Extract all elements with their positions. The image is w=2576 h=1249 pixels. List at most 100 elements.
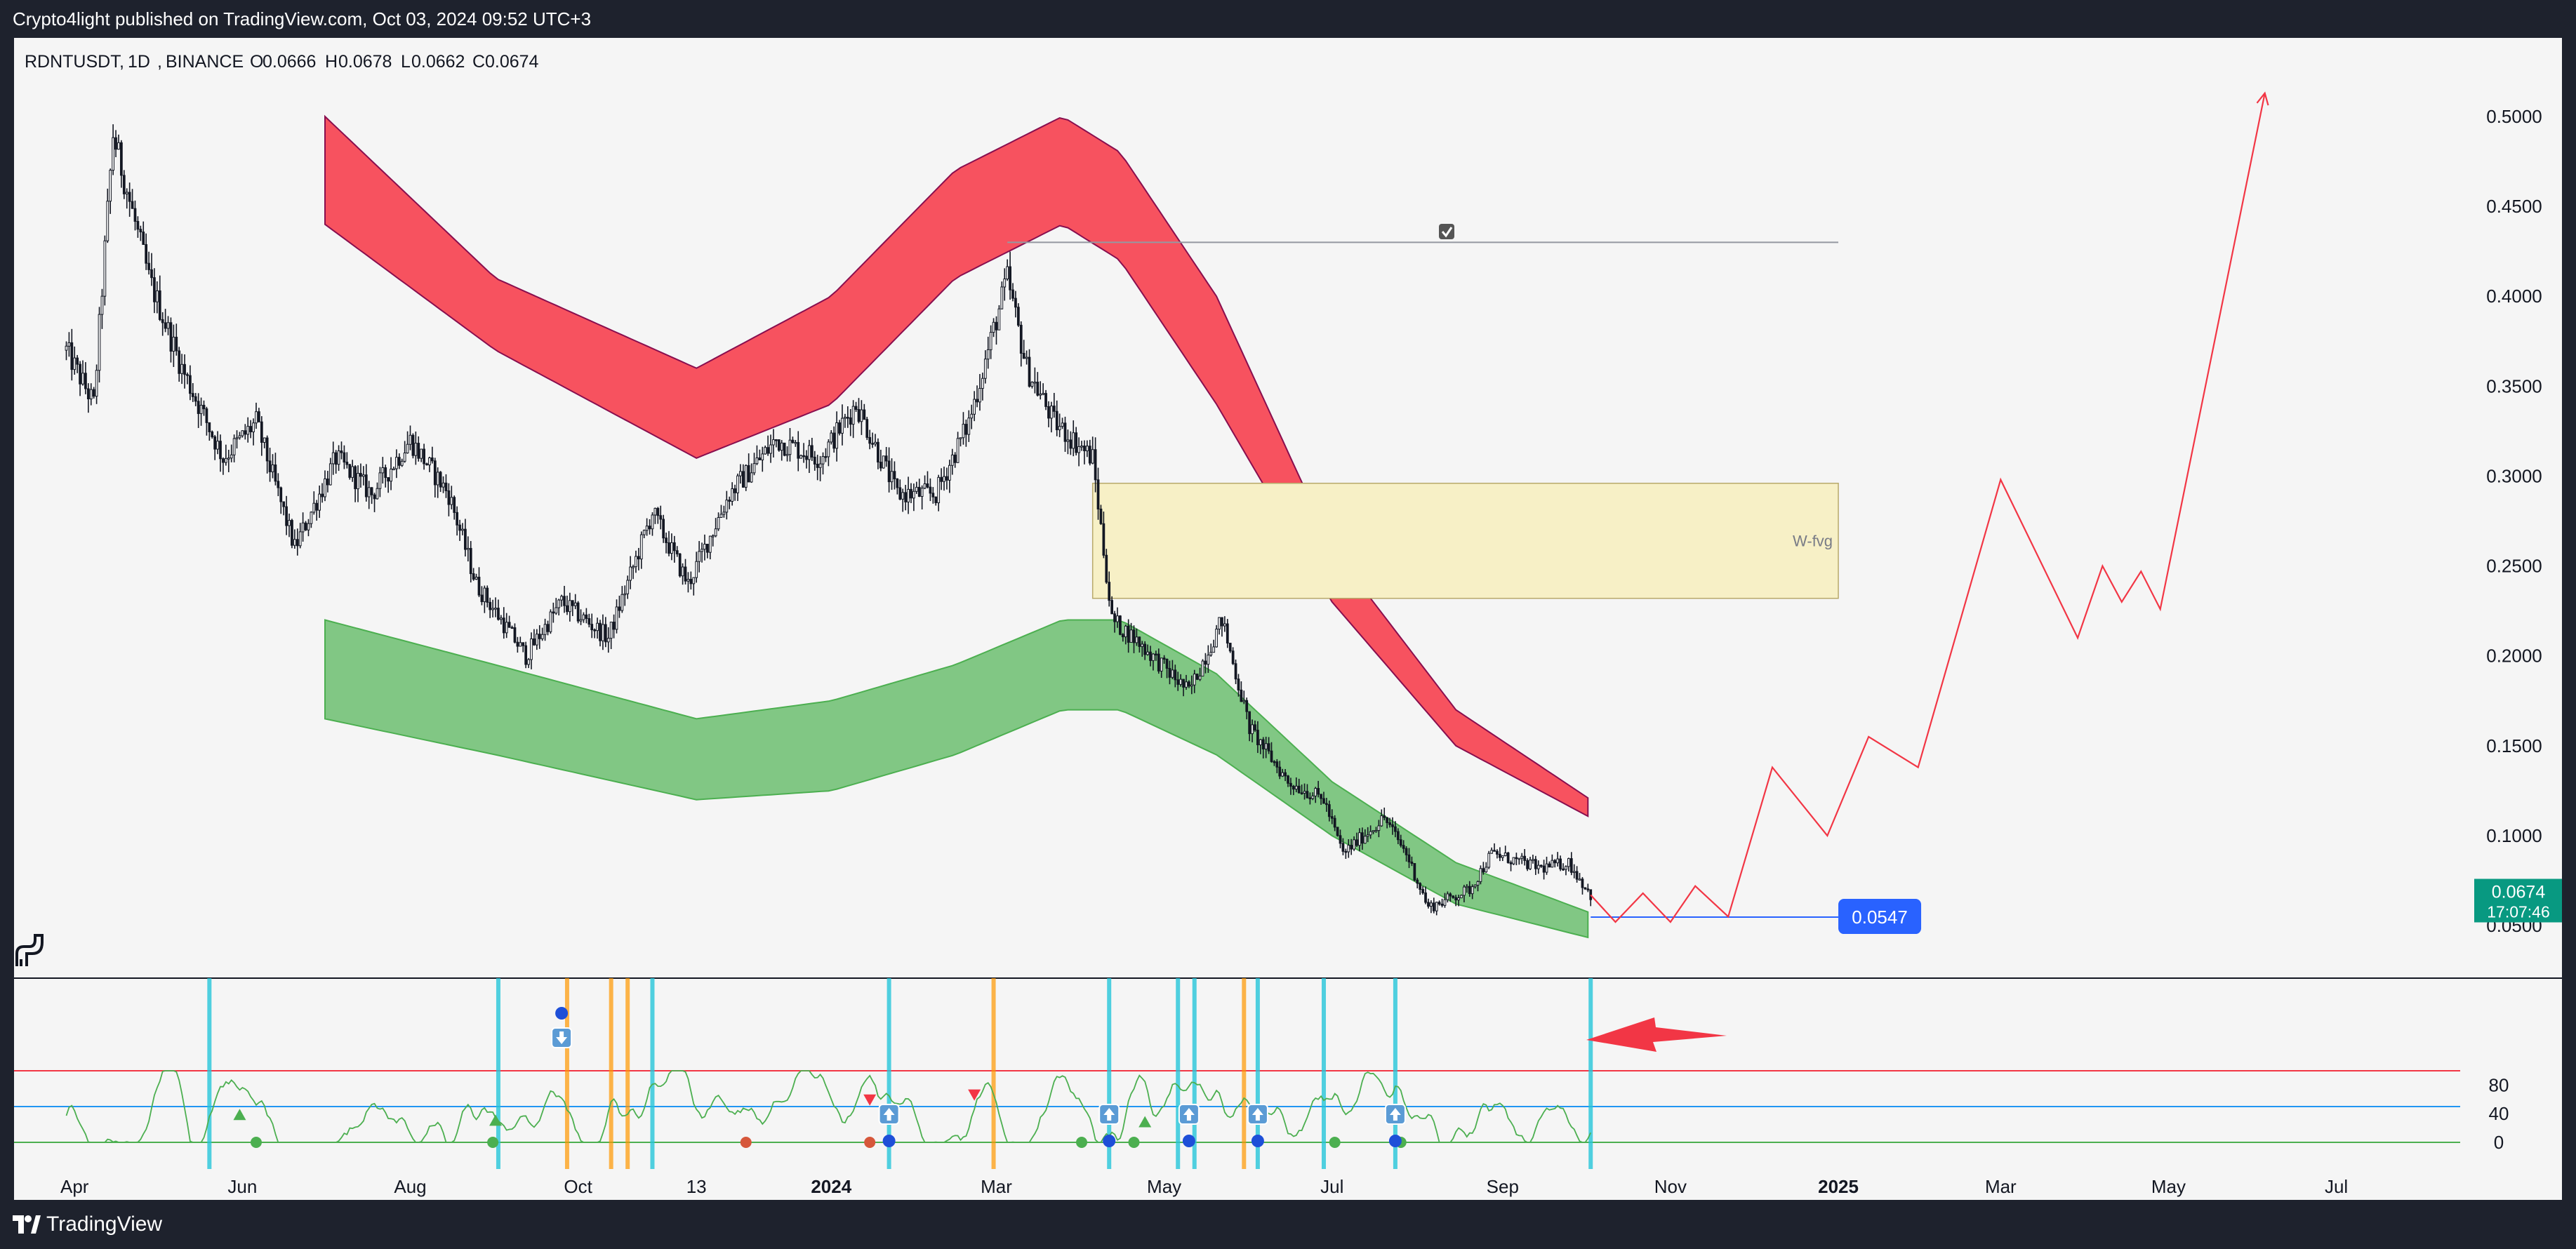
candle-body <box>1105 554 1108 583</box>
candle-body <box>929 486 932 494</box>
candle-body <box>1454 897 1458 901</box>
candle-body <box>708 535 712 553</box>
candle-body <box>315 502 319 511</box>
candle-body <box>277 481 280 488</box>
candle-body <box>1033 381 1037 384</box>
candle-body <box>543 624 547 635</box>
candle-body <box>1394 826 1397 832</box>
price-tick-label: 0.2500 <box>2486 556 2542 577</box>
candle-body <box>1108 582 1111 601</box>
bands-layer <box>324 114 1589 939</box>
candle-body <box>865 419 869 438</box>
candle-body <box>818 463 822 468</box>
candle-body <box>973 399 976 415</box>
buy-signal-triangle-icon <box>489 1114 503 1126</box>
candle-body <box>499 617 503 620</box>
candle-body <box>274 464 277 482</box>
candle-body <box>1496 850 1499 855</box>
candle-body <box>357 473 359 490</box>
candle-body <box>125 192 128 194</box>
hide-drawings-checkbox[interactable] <box>1439 224 1454 239</box>
candle-body <box>230 454 233 459</box>
candle-body <box>1303 791 1306 794</box>
candle-body <box>497 608 500 620</box>
candle-body <box>136 220 140 230</box>
candle-body <box>474 576 478 580</box>
candle-body <box>189 375 192 394</box>
candle-body <box>1119 615 1122 635</box>
candle-body <box>1297 785 1301 794</box>
price-tick-label: 0.3000 <box>2486 465 2542 486</box>
candle-body <box>164 322 167 329</box>
branding-bar: TradingView <box>0 1200 2576 1249</box>
candle-body <box>620 594 624 611</box>
candle-body <box>1339 835 1342 844</box>
price-tick-label: 0.1000 <box>2486 825 2542 846</box>
candle-body <box>645 526 649 531</box>
candle-body <box>1251 724 1254 735</box>
candle-body <box>943 476 945 482</box>
candle-body <box>522 642 525 646</box>
candle-body <box>395 457 398 469</box>
tradingview-logo-icon <box>13 1215 41 1234</box>
candle-body <box>810 445 814 457</box>
fvg-zone[interactable] <box>1091 482 1839 599</box>
candle-body <box>1116 615 1119 622</box>
candle-body <box>367 487 371 497</box>
candle-body <box>1088 446 1091 464</box>
candle-body <box>1562 868 1565 871</box>
candle-body <box>692 577 696 585</box>
time-tick-label: May <box>1147 1176 1181 1197</box>
candle-body <box>970 413 974 419</box>
time-scale[interactable]: Apr Jun Aug Oct 13 2024 Mar May Jul Sep Nov 2025 Mar… <box>14 1169 2562 1200</box>
candle-body <box>629 566 632 581</box>
candle-body <box>211 431 214 437</box>
candle-body <box>450 497 453 505</box>
candle-body <box>689 579 693 585</box>
time-tick-label: Sep <box>1487 1176 1519 1197</box>
candle-body <box>321 493 324 497</box>
projection-arrowhead-icon <box>2256 91 2269 106</box>
support-line-badge[interactable] <box>1838 899 1922 935</box>
candle-body <box>1016 307 1020 326</box>
candle-body <box>1261 739 1265 749</box>
candle-body <box>1306 791 1309 799</box>
candle-body <box>1019 324 1023 354</box>
price-tick-label: 0.3500 <box>2486 375 2542 396</box>
candle-body <box>557 599 561 608</box>
candle-body <box>376 488 379 500</box>
candle-body <box>208 422 211 432</box>
candle-body <box>147 262 150 270</box>
candle-body <box>656 507 660 516</box>
candle-body <box>1470 886 1474 895</box>
candle-body <box>447 490 451 505</box>
candle-body <box>122 175 126 194</box>
candle-body <box>582 614 585 620</box>
candle-body <box>1174 669 1177 681</box>
candle-body <box>310 512 313 524</box>
legend-open-label: O <box>250 52 263 72</box>
candle-body <box>937 476 941 504</box>
checkbox-icon[interactable] <box>1439 224 1454 239</box>
candle-body <box>370 487 373 495</box>
candle-body <box>926 483 929 488</box>
candle-body <box>635 556 637 568</box>
candle-body <box>805 455 808 460</box>
candle-body <box>348 464 352 478</box>
candle-body <box>915 486 918 492</box>
candle-body <box>1066 439 1070 442</box>
candle-body <box>904 492 907 502</box>
candle-body <box>392 468 395 471</box>
candle-body <box>890 471 894 483</box>
candle-body <box>953 454 957 463</box>
price-chart[interactable]: W-fvg 0.0547 0.5000 0.4500 0.4000 0.3500 0.30… <box>14 38 2562 1200</box>
projection-path[interactable] <box>1590 93 2266 923</box>
candle-body <box>992 321 995 333</box>
time-tick-label: Jul <box>2325 1176 2348 1197</box>
candle-body <box>1099 508 1103 524</box>
candle-body <box>1556 858 1560 864</box>
candle-body <box>444 482 448 491</box>
candle-body <box>639 534 643 560</box>
candle-body <box>686 579 690 582</box>
candle-body <box>219 441 222 460</box>
